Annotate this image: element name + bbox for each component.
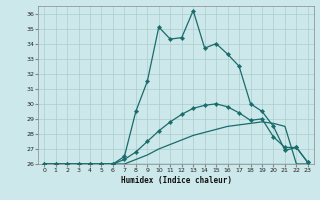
X-axis label: Humidex (Indice chaleur): Humidex (Indice chaleur) (121, 176, 231, 185)
